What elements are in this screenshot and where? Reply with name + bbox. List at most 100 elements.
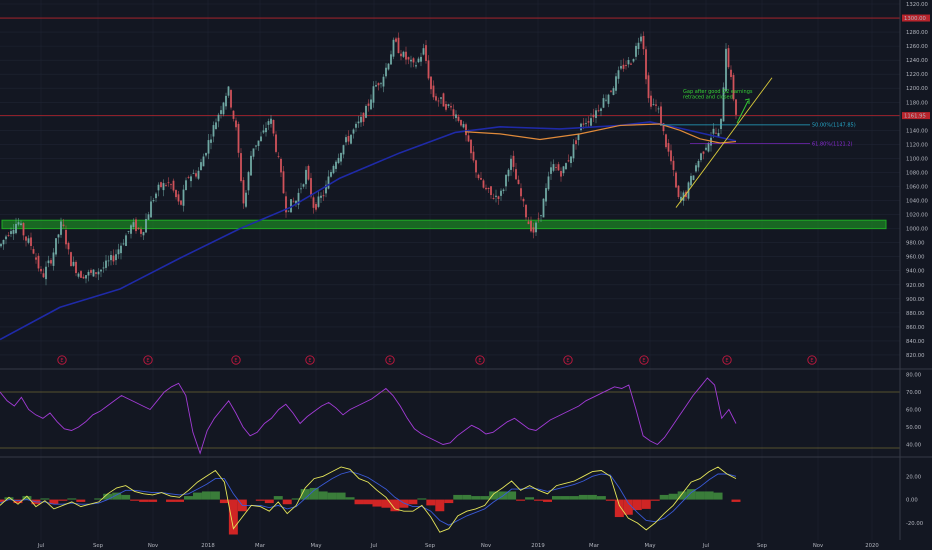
candle xyxy=(600,108,602,111)
earnings-marker[interactable] xyxy=(722,355,732,365)
macd-panel[interactable] xyxy=(0,466,741,535)
macd-histogram-bar xyxy=(435,499,445,512)
candle xyxy=(472,151,475,161)
candle xyxy=(332,165,335,174)
candle xyxy=(667,143,670,152)
candle xyxy=(210,139,212,143)
candle xyxy=(537,218,540,220)
macd-histogram-bar xyxy=(309,487,319,500)
macd-histogram-bar xyxy=(471,496,481,500)
macd-axis-label: -20.00 xyxy=(906,521,924,527)
price-axis-label: 1200.00 xyxy=(906,86,929,92)
earnings-marker[interactable] xyxy=(231,355,241,365)
candle xyxy=(717,132,720,137)
candle xyxy=(522,198,525,202)
macd-axis-label: 0.00 xyxy=(906,498,918,504)
candle xyxy=(92,269,95,277)
candle xyxy=(367,103,370,106)
rsi-panel[interactable] xyxy=(0,377,900,455)
candle xyxy=(420,56,422,62)
macd-histogram-bar xyxy=(336,492,346,500)
macd-histogram-bar xyxy=(569,496,579,500)
candle xyxy=(5,236,7,240)
candle xyxy=(190,176,192,182)
price-axis-label: 1100.00 xyxy=(906,156,929,162)
price-panel[interactable]: 50.00%(1147.85) 61.80%(1121.2) Gap after g… xyxy=(0,17,900,365)
candle xyxy=(507,169,510,177)
candle xyxy=(297,192,300,205)
candle xyxy=(410,59,412,62)
candle xyxy=(62,224,65,226)
candle xyxy=(45,266,47,280)
macd-histogram-bar xyxy=(731,499,741,502)
candle xyxy=(440,97,442,99)
earnings-marker-label: E xyxy=(146,358,149,364)
macd-histogram-bar xyxy=(713,492,723,500)
candle xyxy=(467,135,470,142)
candle xyxy=(405,51,407,60)
earnings-marker[interactable] xyxy=(807,355,817,365)
earnings-marker[interactable] xyxy=(305,355,315,365)
candle xyxy=(267,121,270,125)
trendline xyxy=(675,77,773,208)
candle xyxy=(582,123,585,125)
candle xyxy=(480,178,482,180)
time-axis-label: Sep xyxy=(93,543,104,549)
candle xyxy=(15,223,17,234)
candle xyxy=(195,173,197,177)
candle xyxy=(662,123,665,132)
candle xyxy=(562,166,565,174)
macd-line xyxy=(0,466,737,533)
candle xyxy=(675,172,677,188)
candle xyxy=(262,130,265,133)
candle xyxy=(570,156,572,164)
macd-histogram-bar xyxy=(210,491,220,500)
candle xyxy=(682,192,685,201)
candle xyxy=(492,198,495,199)
candle xyxy=(235,120,237,128)
annotation-arrow xyxy=(736,100,749,124)
candle xyxy=(640,36,642,42)
candle xyxy=(532,227,535,233)
candle xyxy=(335,161,337,169)
earnings-marker[interactable] xyxy=(563,355,573,365)
price-axis-label: 1240.00 xyxy=(906,58,929,64)
candle xyxy=(535,222,537,233)
price-axis-label: 1320.00 xyxy=(906,2,929,8)
earnings-marker[interactable] xyxy=(385,355,395,365)
candle xyxy=(87,271,90,276)
candle xyxy=(587,121,590,123)
candle xyxy=(127,231,130,232)
candle xyxy=(107,260,110,262)
candle xyxy=(362,112,365,122)
candle xyxy=(722,87,725,122)
candle xyxy=(180,200,182,205)
candle xyxy=(122,243,125,245)
candle xyxy=(137,227,140,230)
price-axis-label: 1280.00 xyxy=(906,30,929,36)
annotation-text: retraced and closed xyxy=(683,95,733,101)
earnings-marker[interactable] xyxy=(639,355,649,365)
candle xyxy=(202,156,205,167)
candle xyxy=(512,155,515,167)
candle xyxy=(407,57,410,60)
candle xyxy=(530,220,532,232)
macd-histogram-bar xyxy=(596,496,606,500)
candle xyxy=(500,190,502,196)
candle xyxy=(60,221,62,235)
price-axis-label: 820.00 xyxy=(906,353,925,359)
earnings-marker[interactable] xyxy=(57,355,67,365)
annotation-text: Gap after good Q2 earnings xyxy=(683,89,753,95)
earnings-marker[interactable] xyxy=(475,355,485,365)
candle xyxy=(35,257,37,260)
candle xyxy=(212,125,215,137)
candle xyxy=(412,58,415,63)
candle xyxy=(295,200,297,204)
candle xyxy=(447,104,450,106)
macd-histogram-bar xyxy=(300,489,310,500)
candle xyxy=(680,196,682,201)
earnings-marker[interactable] xyxy=(143,355,153,365)
candle xyxy=(40,268,42,272)
candle xyxy=(172,180,175,191)
